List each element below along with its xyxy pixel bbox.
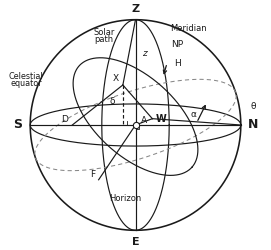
Text: D: D bbox=[62, 115, 68, 124]
Text: Solar: Solar bbox=[93, 28, 115, 37]
Text: Z: Z bbox=[131, 4, 140, 14]
Text: A: A bbox=[141, 116, 147, 125]
Text: W: W bbox=[155, 114, 166, 124]
Text: equator: equator bbox=[10, 80, 42, 88]
Text: δ: δ bbox=[109, 97, 115, 106]
Text: H: H bbox=[174, 60, 181, 68]
Text: S: S bbox=[13, 118, 22, 132]
Text: α: α bbox=[191, 110, 196, 119]
Text: X: X bbox=[112, 74, 118, 83]
Text: E: E bbox=[132, 237, 139, 247]
Text: Celestial: Celestial bbox=[9, 72, 43, 81]
Text: z: z bbox=[141, 49, 146, 58]
Text: N: N bbox=[248, 118, 259, 132]
Text: path: path bbox=[94, 35, 114, 44]
Text: Meridian: Meridian bbox=[170, 24, 207, 32]
Text: NP: NP bbox=[172, 40, 184, 50]
Text: θ: θ bbox=[251, 102, 256, 110]
Text: Horizon: Horizon bbox=[109, 194, 141, 203]
Text: F: F bbox=[90, 170, 95, 179]
